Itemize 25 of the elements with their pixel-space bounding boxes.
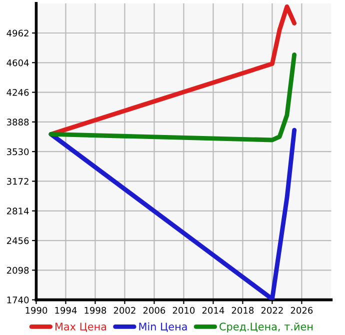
x-tick-label: 2022 <box>261 306 283 314</box>
x-tick-label: 1994 <box>55 306 77 314</box>
y-tick-label: 3888 <box>6 118 29 126</box>
x-tick-label: 2018 <box>232 306 254 314</box>
x-tick-label: 2002 <box>114 306 136 314</box>
x-tick-label: 1998 <box>84 306 106 314</box>
legend-label: Max Цена <box>55 322 106 332</box>
legend-label: Сред.Цена, т.йен <box>220 322 313 333</box>
y-tick-label: 4246 <box>6 89 29 96</box>
legend-label: Min Цена <box>139 322 187 332</box>
x-tick-label: 2026 <box>290 306 313 314</box>
y-tick-label: 4962 <box>6 30 28 37</box>
line-series <box>48 52 297 142</box>
x-tick-label: 2006 <box>143 306 166 314</box>
line-series <box>48 128 297 300</box>
y-tick-label: 4604 <box>6 59 29 66</box>
y-tick-label: 2456 <box>6 237 29 244</box>
x-tick-label: 2014 <box>202 306 224 314</box>
y-tick-label: 3530 <box>6 148 29 156</box>
y-tick-label: 2814 <box>6 208 29 214</box>
x-tick-label: 2010 <box>172 306 195 314</box>
y-tick-label: 3172 <box>6 178 28 185</box>
y-tick-label: 1740 <box>7 296 29 304</box>
x-tick-label: 1990 <box>26 306 48 314</box>
y-tick-label: 2098 <box>6 266 29 274</box>
